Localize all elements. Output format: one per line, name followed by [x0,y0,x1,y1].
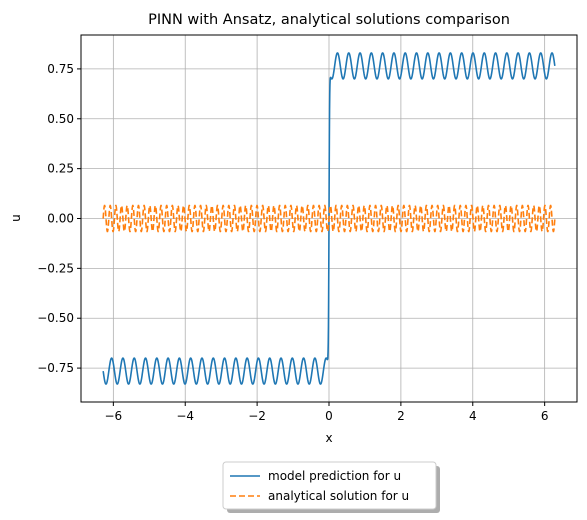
y-tick-label: 0.50 [47,112,74,126]
x-axis-label: x [325,431,332,445]
y-axis: −0.75 −0.50 −0.25 0.00 0.25 0.50 0.75 [37,62,81,375]
x-tick-label: −4 [176,409,194,423]
x-tick-label: −2 [248,409,266,423]
y-axis-label: u [9,214,23,222]
legend-label-analytical: analytical solution for u [268,489,409,503]
y-tick-label: 0.25 [47,162,74,176]
x-tick-label: 2 [397,409,405,423]
chart-title: PINN with Ansatz, analytical solutions c… [148,12,510,28]
x-tick-label: 0 [325,409,333,423]
y-tick-label: −0.25 [37,261,74,275]
y-tick-label: 0.75 [47,62,74,76]
y-tick-label: −0.50 [37,311,74,325]
y-tick-label: −0.75 [37,361,74,375]
x-axis: −6 −4 −2 0 2 4 6 [104,402,548,423]
legend-label-model: model prediction for u [268,469,401,483]
legend: model prediction for u analytical soluti… [222,461,440,513]
x-tick-label: −6 [104,409,122,423]
x-tick-label: 6 [541,409,549,423]
x-tick-label: 4 [469,409,477,423]
series-group [102,52,556,385]
legend-box [222,461,437,510]
y-tick-label: 0.00 [47,212,74,226]
series-analytical-solution [102,204,556,233]
